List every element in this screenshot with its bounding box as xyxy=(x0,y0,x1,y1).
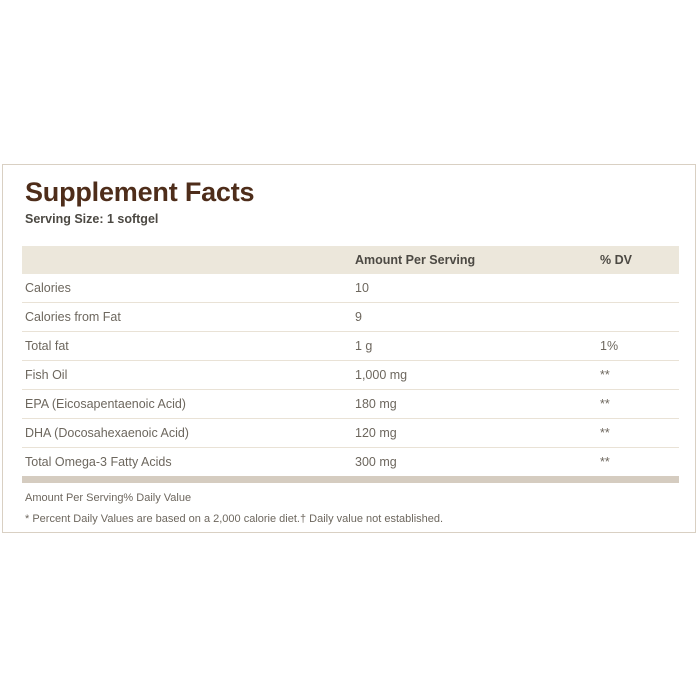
header-amount-per-serving: Amount Per Serving xyxy=(355,253,476,267)
nutrient-dv: ** xyxy=(600,455,610,469)
nutrient-name: Calories xyxy=(25,281,71,295)
table-row: Total Omega-3 Fatty Acids 300 mg ** xyxy=(22,448,679,476)
nutrient-name: EPA (Eicosapentaenoic Acid) xyxy=(25,397,186,411)
table-row: Total fat 1 g 1% xyxy=(22,332,679,361)
table-body: Calories 10 Calories from Fat 9 Total fa… xyxy=(22,274,679,476)
nutrient-dv: 1% xyxy=(600,339,619,353)
table-row: Calories from Fat 9 xyxy=(22,303,679,332)
nutrient-name: Calories from Fat xyxy=(25,310,121,324)
supplement-facts-panel: Supplement Facts Serving Size: 1 softgel… xyxy=(2,164,696,533)
table-header-row: Amount Per Serving % DV xyxy=(22,246,679,274)
header-percent-dv: % DV xyxy=(600,253,632,267)
table-row: Fish Oil 1,000 mg ** xyxy=(22,361,679,390)
nutrient-amount: 10 xyxy=(355,281,369,295)
supplement-facts-table: Amount Per Serving % DV Calories 10 Calo… xyxy=(22,246,679,483)
footnote-disclaimer: * Percent Daily Values are based on a 2,… xyxy=(25,513,444,525)
nutrient-amount: 180 mg xyxy=(355,397,397,411)
nutrient-name: DHA (Docosahexaenoic Acid) xyxy=(25,426,189,440)
panel-title: Supplement Facts xyxy=(25,177,255,207)
nutrient-dv: ** xyxy=(600,368,610,382)
nutrient-dv: ** xyxy=(600,397,610,411)
table-end-bar xyxy=(22,476,679,483)
footnote-legend: Amount Per Serving% Daily Value xyxy=(25,492,192,504)
serving-size-text: Serving Size: 1 softgel xyxy=(25,212,159,226)
nutrient-name: Total Omega-3 Fatty Acids xyxy=(25,455,172,469)
nutrient-name: Fish Oil xyxy=(25,368,68,382)
table-row: Calories 10 xyxy=(22,274,679,303)
nutrient-amount: 1,000 mg xyxy=(355,368,408,382)
table-row: EPA (Eicosapentaenoic Acid) 180 mg ** xyxy=(22,390,679,419)
nutrient-amount: 9 xyxy=(355,310,362,324)
nutrient-dv: ** xyxy=(600,426,610,440)
table-row: DHA (Docosahexaenoic Acid) 120 mg ** xyxy=(22,419,679,448)
nutrient-amount: 1 g xyxy=(355,339,373,353)
nutrient-amount: 120 mg xyxy=(355,426,397,440)
nutrient-name: Total fat xyxy=(25,339,69,353)
nutrient-amount: 300 mg xyxy=(355,455,397,469)
